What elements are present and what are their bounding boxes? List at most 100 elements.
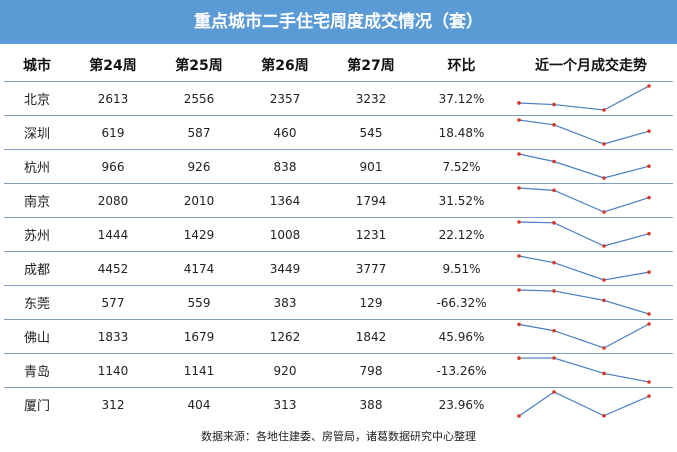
mom-cell: 22.12% (414, 217, 509, 252)
city-cell: 南京 (4, 183, 70, 218)
sparkline-point (602, 371, 606, 376)
mom-cell: 31.52% (414, 183, 509, 218)
week-24-cell: 966 (70, 149, 156, 184)
table-body: 北京 2613 2556 2357 3232 37.12% 深圳 619 587 460 545 18… (4, 81, 673, 421)
week-27-cell: 1794 (328, 183, 414, 218)
sparkline-point (647, 84, 651, 88)
week-27-cell: 545 (328, 115, 414, 150)
week-24-cell: 1833 (70, 319, 156, 354)
table-row: 东莞 577 559 383 129 -66.32% (4, 285, 673, 320)
trend-sparkline-cell (509, 115, 673, 150)
week-24-cell: 1444 (70, 217, 156, 252)
week-26-cell: 920 (242, 353, 328, 388)
sparkline-line (518, 221, 650, 247)
sparkline-line (518, 357, 650, 383)
sparkline-point (517, 152, 521, 156)
sparkline-point (517, 414, 521, 418)
week-24-cell: 312 (70, 387, 156, 421)
week-24-cell: 2613 (70, 81, 156, 116)
sparkline-point (602, 413, 606, 418)
week-25-cell: 1141 (156, 353, 242, 388)
sparkline-point (517, 356, 521, 360)
mom-cell: -66.32% (414, 285, 509, 320)
sparkline-point (552, 328, 556, 333)
week-27-cell: 1842 (328, 319, 414, 354)
table-header-row: 城市 第24周 第25周 第26周 第27周 环比 近一个月成交走势 (4, 48, 673, 82)
sparkline-point (647, 129, 651, 133)
week-27-cell: 129 (328, 285, 414, 320)
city-cell: 东莞 (4, 285, 70, 320)
week-24-cell: 577 (70, 285, 156, 320)
sparkline-point (517, 220, 521, 224)
sparkline-point (602, 176, 606, 180)
trend-sparkline-cell (509, 183, 673, 218)
city-cell: 成都 (4, 251, 70, 286)
sparkline-line (518, 323, 650, 349)
week-27-cell: 901 (328, 149, 414, 184)
sparkline-point (552, 159, 556, 164)
trend-sparkline (517, 322, 651, 350)
week-26-cell: 3449 (242, 251, 328, 286)
week-27-cell: 1231 (328, 217, 414, 252)
sparkline-point (552, 289, 556, 293)
sparkline-point (602, 142, 606, 146)
sparkline-line (518, 391, 650, 417)
city-cell: 佛山 (4, 319, 70, 354)
table-row: 成都 4452 4174 3449 3777 9.51% (4, 251, 673, 286)
sparkline-point (602, 298, 606, 303)
sparkline-point (602, 278, 606, 282)
trend-sparkline (517, 288, 651, 316)
sparkline-point (552, 356, 556, 360)
sparkline-line (518, 153, 650, 179)
header-week-25: 第25周 (175, 57, 223, 74)
trend-sparkline-cell (509, 387, 673, 421)
sparkline-point (647, 394, 651, 398)
week-27-cell: 798 (328, 353, 414, 388)
trend-sparkline-cell (509, 319, 673, 354)
week-26-cell: 460 (242, 115, 328, 150)
trend-sparkline (517, 152, 651, 180)
week-26-cell: 1262 (242, 319, 328, 354)
mom-cell: 23.96% (414, 387, 509, 421)
city-cell: 青岛 (4, 353, 70, 388)
trend-sparkline-cell (509, 149, 673, 184)
week-25-cell: 559 (156, 285, 242, 320)
table-row: 深圳 619 587 460 545 18.48% (4, 115, 673, 150)
sparkline-point (602, 346, 606, 350)
week-27-cell: 3232 (328, 81, 414, 116)
mom-cell: 9.51% (414, 251, 509, 286)
week-25-cell: 587 (156, 115, 242, 150)
week-25-cell: 2010 (156, 183, 242, 218)
week-26-cell: 2357 (242, 81, 328, 116)
sparkline-point (647, 380, 651, 384)
trend-sparkline-cell (509, 285, 673, 320)
trend-sparkline (517, 118, 651, 146)
header-mom: 环比 (447, 57, 476, 74)
sparkline-point (552, 102, 556, 107)
week-24-cell: 1140 (70, 353, 156, 388)
sparkline-point (647, 312, 651, 316)
week-26-cell: 1364 (242, 183, 328, 218)
week-27-cell: 3777 (328, 251, 414, 286)
city-cell: 苏州 (4, 217, 70, 252)
sparkline-point (517, 186, 521, 190)
sparkline-point (647, 270, 651, 274)
sparkline-line (518, 187, 650, 213)
sparkline-point (552, 260, 556, 265)
sparkline-point (517, 118, 521, 122)
table-row: 苏州 1444 1429 1008 1231 22.12% (4, 217, 673, 252)
week-24-cell: 4452 (70, 251, 156, 286)
week-26-cell: 1008 (242, 217, 328, 252)
header-trend: 近一个月成交走势 (535, 57, 647, 74)
trend-sparkline (517, 254, 651, 282)
weekly-transactions-table: 城市 第24周 第25周 第26周 第27周 环比 近一个月成交走势 北京 261… (4, 48, 673, 421)
week-24-cell: 2080 (70, 183, 156, 218)
sparkline-line (518, 119, 650, 145)
mom-cell: 18.48% (414, 115, 509, 150)
source-note: 数据来源：各地住建委、房管局，诸葛数据研究中心整理 (201, 430, 476, 443)
table-row: 佛山 1833 1679 1262 1842 45.96% (4, 319, 673, 354)
table-row: 青岛 1140 1141 920 798 -13.26% (4, 353, 673, 388)
week-25-cell: 2556 (156, 81, 242, 116)
city-cell: 北京 (4, 81, 70, 116)
sparkline-point (602, 210, 606, 214)
